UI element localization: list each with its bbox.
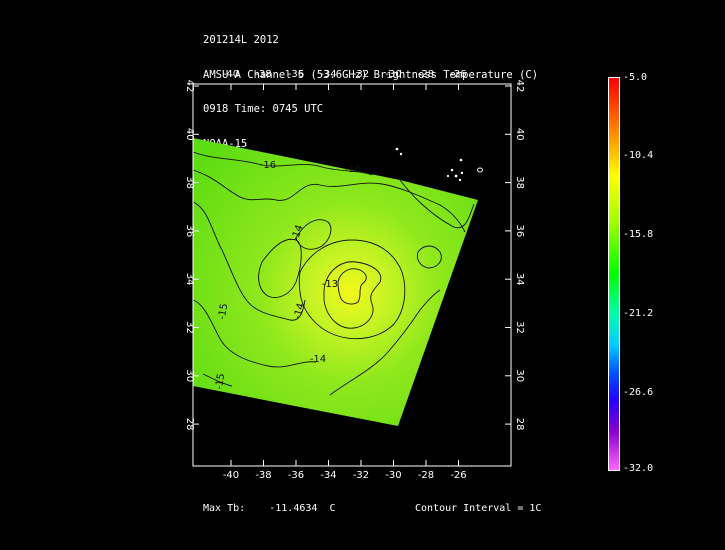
contour-label: -14 [292, 302, 307, 321]
contour-label: -15 [214, 373, 228, 391]
satellite-name: NOAA-15 [203, 137, 248, 150]
lat-tick-label-left: 30 [184, 369, 195, 382]
contour-interval: Contour Interval = 1C [415, 503, 542, 514]
lat-tick-label-left: 32 [184, 321, 195, 334]
lon-tick-label-bottom: -38 [255, 470, 271, 481]
contour-label: -16 [345, 164, 361, 175]
lon-tick-label-top: -32 [353, 69, 369, 80]
lat-tick-label-right: 32 [514, 321, 525, 334]
lon-tick-label-bottom: -26 [450, 470, 466, 481]
lon-tick-label-bottom: -30 [385, 470, 401, 481]
contour-label: -14 [310, 354, 326, 365]
map-frame [192, 83, 512, 467]
coastline-islands [395, 147, 483, 182]
lat-tick-label-right: 34 [514, 273, 525, 286]
lon-tick-label-bottom: -34 [320, 470, 336, 481]
swath-data-area [193, 138, 478, 426]
observation-time: 0918 Time: 0745 UTC [203, 103, 324, 115]
axis-tick-labels: -40 -40 -38 -38 -36 -36 -34 -34 -32 -32 -30 -30 -28 -… [184, 69, 525, 481]
lon-tick-label-top: -36 [288, 69, 304, 80]
lon-tick-label-bottom: -40 [223, 470, 239, 481]
lat-tick-label-right: 40 [514, 128, 525, 141]
lon-tick-label-bottom: -28 [418, 470, 434, 481]
contour-label-group: -16 -16 -14 -13 -14 -15 -14 -15 [214, 160, 361, 391]
max-tb-value: -11.4634 [269, 503, 318, 514]
lon-tick-label-bottom: -36 [288, 470, 304, 481]
lon-tick-label-top: -38 [255, 69, 271, 80]
contour-label: -14 [290, 224, 306, 243]
lat-tick-label-right: 36 [514, 225, 525, 238]
lat-tick-label-right: 42 [514, 80, 525, 93]
lat-tick-label-right: 38 [514, 176, 525, 189]
colorbar-label-4: -21.2 [623, 308, 654, 319]
map-header: 201214L 2012 AMSU-A Channel 5 (53.6GHz) … [203, 12, 538, 162]
lon-tick-label-top: -34 [320, 69, 336, 80]
lat-tick-label-right: 28 [514, 418, 525, 431]
max-tb-readout: Max Tb: -11.4634 C [203, 503, 336, 514]
lon-tick-label-top: -40 [223, 69, 239, 80]
contour-label: -16 [260, 160, 276, 171]
lat-tick-label-left: 38 [184, 176, 195, 189]
lat-tick-label-left: 28 [184, 418, 195, 431]
contour-lines [193, 151, 475, 396]
contour-label: -13 [322, 279, 338, 290]
colorbar-label-6: -32.0 [623, 463, 654, 474]
lon-tick-label-top: -28 [418, 69, 434, 80]
lat-tick-label-left: 42 [184, 80, 195, 93]
colorbar-label-1: -5.0 [623, 72, 648, 83]
lat-tick-label-left: 34 [184, 273, 195, 286]
colorbar-label-5: -26.6 [623, 387, 654, 398]
lat-tick-label-right: 30 [514, 369, 525, 382]
lon-tick-label-top: -26 [450, 69, 466, 80]
product-id: 201214L 2012 [203, 34, 279, 46]
lon-tick-label-top: -30 [385, 69, 401, 80]
colorbar-label-3: -15.8 [623, 229, 654, 240]
lon-tick-label-bottom: -32 [353, 470, 369, 481]
axis-ticks [193, 84, 511, 466]
product-title: AMSU-A Channel 5 (53.6GHz) Brightness Te… [203, 68, 539, 81]
contour-label: -15 [217, 303, 231, 321]
lat-tick-label-left: 36 [184, 225, 195, 238]
max-tb-label: Max Tb: [203, 503, 246, 514]
color-scale-bar [608, 77, 620, 471]
lat-tick-label-left: 40 [184, 128, 195, 141]
colorbar-label-2: -10.4 [623, 150, 654, 161]
max-tb-unit: C [329, 503, 336, 514]
